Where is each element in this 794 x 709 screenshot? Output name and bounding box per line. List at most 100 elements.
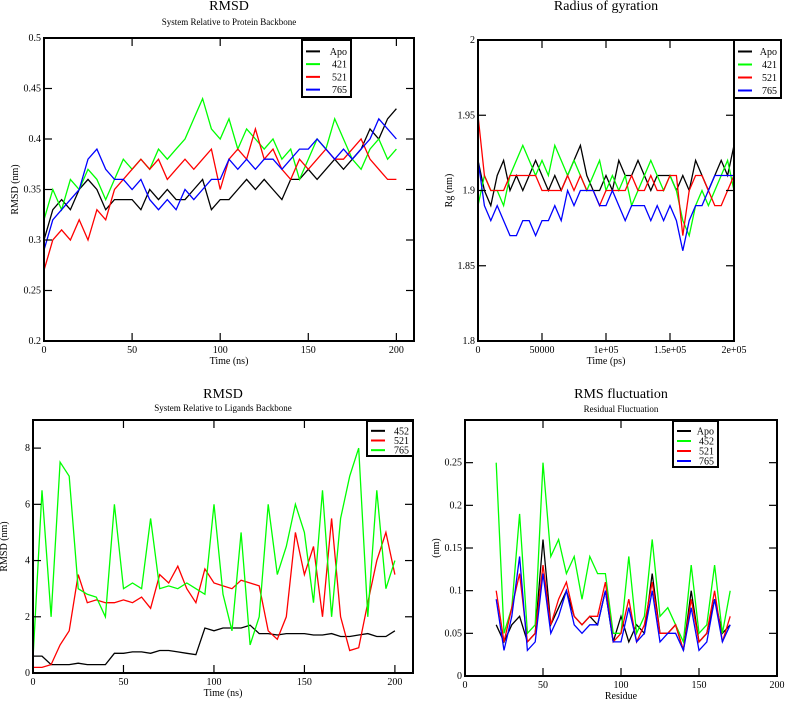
y-tick-label: 0.1 bbox=[450, 586, 463, 597]
x-tick-label: 150 bbox=[301, 345, 316, 356]
x-tick-label: 0 bbox=[476, 345, 481, 356]
y-axis-label: RMSD (nm) bbox=[0, 521, 10, 571]
x-tick-label: 1.5e+05 bbox=[654, 345, 687, 356]
chart-panel-4: RMS fluctuation Residual Fluctuation 0 50 10… bbox=[431, 387, 785, 702]
x-axis-label: Time (ps) bbox=[587, 356, 626, 367]
series-line-765 bbox=[478, 160, 734, 251]
plot-frame bbox=[43, 37, 415, 342]
y-tick-label: 0.35 bbox=[24, 185, 42, 196]
x-tick-label: 0 bbox=[42, 345, 47, 356]
y-tick-label: 0.5 bbox=[29, 33, 42, 44]
y-tick-label: 0.2 bbox=[450, 500, 463, 511]
x-tick-label: 150 bbox=[692, 680, 707, 691]
chart-title: RMSD bbox=[209, 0, 249, 14]
chart-subtitle: System Relative to Ligands Backbone bbox=[154, 403, 291, 413]
y-tick-label: 0.4 bbox=[29, 134, 42, 145]
legend-label-765: 765 bbox=[762, 86, 777, 97]
legend-label-521: 521 bbox=[394, 436, 409, 447]
legend-label-421: 421 bbox=[762, 60, 777, 71]
y-tick-label: 1.95 bbox=[458, 110, 476, 121]
x-tick-label: 50 bbox=[127, 345, 137, 356]
x-tick-label: 1e+05 bbox=[593, 345, 618, 356]
x-tick-label: 100 bbox=[206, 677, 221, 688]
y-axis-label: Rg (nm) bbox=[444, 174, 455, 208]
series-line-Apo bbox=[478, 143, 734, 208]
series-line-421 bbox=[44, 96, 397, 220]
legend-label-452: 452 bbox=[394, 426, 409, 437]
series-line-452 bbox=[495, 462, 731, 645]
chart-title: RMS fluctuation bbox=[574, 387, 668, 402]
x-tick-label: 50 bbox=[118, 677, 128, 688]
series-line-Apo bbox=[44, 108, 397, 241]
y-tick-label: 1.85 bbox=[458, 261, 476, 272]
x-tick-label: 0 bbox=[463, 680, 468, 691]
y-tick-label: 0 bbox=[25, 668, 30, 679]
legend-label-Apo: Apo bbox=[697, 427, 714, 438]
x-tick-label: 200 bbox=[387, 677, 402, 688]
series-line-521 bbox=[478, 115, 734, 236]
y-tick-label: 8 bbox=[25, 443, 30, 454]
chart-title: Radius of gyration bbox=[554, 0, 658, 14]
x-tick-label: 200 bbox=[770, 680, 785, 691]
y-tick-label: 2 bbox=[470, 35, 475, 46]
y-tick-label: 4 bbox=[25, 556, 30, 567]
chart-title: RMSD bbox=[203, 387, 243, 402]
series-line-521 bbox=[44, 126, 397, 271]
y-tick-label: 1.9 bbox=[463, 186, 476, 197]
legend-box bbox=[672, 420, 719, 468]
y-tick-label: 0.25 bbox=[445, 458, 463, 469]
plot-frame bbox=[32, 419, 414, 674]
x-tick-label: 0 bbox=[31, 677, 36, 688]
legend-label-Apo: Apo bbox=[330, 47, 347, 58]
series-line-765 bbox=[44, 117, 397, 251]
y-tick-label: 0 bbox=[457, 671, 462, 682]
y-tick-label: 0.45 bbox=[24, 84, 42, 95]
legend-label-452: 452 bbox=[699, 437, 714, 448]
y-axis-label: (nm) bbox=[431, 538, 442, 557]
x-tick-label: 2e+05 bbox=[721, 345, 746, 356]
chart-subtitle: Residual Fluctuation bbox=[584, 404, 659, 414]
legend-label-765: 765 bbox=[699, 457, 714, 468]
y-tick-label: 6 bbox=[25, 499, 30, 510]
x-axis-label: Residue bbox=[605, 691, 638, 702]
legend-label-765: 765 bbox=[394, 446, 409, 457]
legend: Apo 421 521 765 bbox=[733, 39, 782, 99]
plot-frame bbox=[464, 419, 778, 677]
y-tick-label: 0.2 bbox=[29, 336, 42, 347]
series-line-765 bbox=[495, 556, 731, 653]
legend-label-421: 421 bbox=[332, 60, 347, 71]
chart-subtitle: System Relative to Protein Backbone bbox=[162, 17, 296, 27]
y-axis-label: RMSD (nm) bbox=[10, 164, 21, 214]
y-tick-label: 0.05 bbox=[445, 628, 463, 639]
x-axis-label: Time (ns) bbox=[204, 688, 243, 699]
chart-panel-1: RMSD System Relative to Protein Backbone 0… bbox=[10, 0, 415, 367]
legend-label-521: 521 bbox=[699, 447, 714, 458]
x-tick-label: 50 bbox=[538, 680, 548, 691]
legend-label-Apo: Apo bbox=[760, 47, 777, 58]
y-tick-label: 0.25 bbox=[24, 286, 42, 297]
x-tick-label: 100 bbox=[614, 680, 629, 691]
y-tick-label: 2 bbox=[25, 612, 30, 623]
legend-label-765: 765 bbox=[332, 85, 347, 96]
x-tick-label: 50000 bbox=[530, 345, 555, 356]
legend-label-521: 521 bbox=[762, 73, 777, 84]
y-tick-label: 0.3 bbox=[29, 235, 42, 246]
x-tick-label: 150 bbox=[297, 677, 312, 688]
series-line-521 bbox=[33, 518, 396, 669]
legend-label-521: 521 bbox=[332, 72, 347, 83]
series-line-765 bbox=[33, 447, 396, 659]
legend-box bbox=[301, 39, 352, 98]
x-axis-label: Time (ns) bbox=[210, 356, 249, 367]
y-tick-label: 1.8 bbox=[463, 336, 476, 347]
x-tick-label: 200 bbox=[389, 345, 404, 356]
chart-panel-2: Radius of gyration 0 50000 1e+05 1.5e+05 2e+0… bbox=[444, 0, 782, 367]
x-tick-label: 100 bbox=[213, 345, 228, 356]
y-tick-label: 0.15 bbox=[445, 543, 463, 554]
legend-box bbox=[733, 39, 782, 99]
series-line-452 bbox=[33, 624, 396, 666]
